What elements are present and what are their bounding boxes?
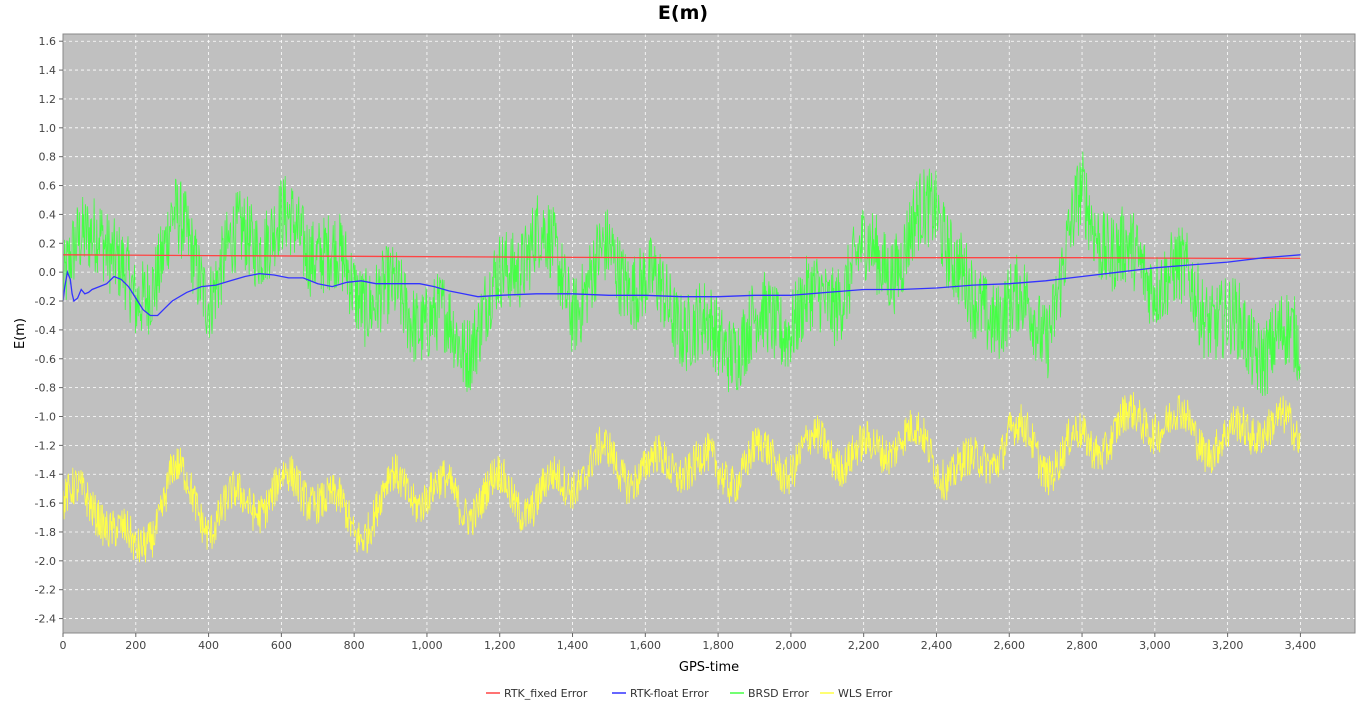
legend-item: RTK-float Error <box>630 687 709 700</box>
y-tick-label: -1.4 <box>35 468 56 481</box>
y-tick-label: 0.6 <box>39 180 57 193</box>
legend-item: BRSD Error <box>748 687 809 700</box>
legend-item: RTK_fixed Error <box>504 687 588 700</box>
x-tick-label: 3,000 <box>1139 639 1171 652</box>
y-tick-label: -0.4 <box>35 324 56 337</box>
x-tick-label: 2,800 <box>1066 639 1098 652</box>
grid <box>62 34 1355 633</box>
series-line <box>62 391 1301 563</box>
y-tick-label: 1.4 <box>39 64 57 77</box>
y-tick-label: 1.6 <box>39 35 57 48</box>
y-tick-label: 1.2 <box>39 93 57 106</box>
x-axis-ticks: 0 200 400 600 800 1,000 1,200 1,400 1,600 1,800 2,… <box>60 633 1317 652</box>
plot-border <box>62 33 1356 634</box>
x-tick-label: 1,400 <box>557 639 589 652</box>
series-line <box>62 151 1301 396</box>
x-tick-label: 200 <box>125 639 146 652</box>
y-tick-label: -1.6 <box>35 497 56 510</box>
y-tick-label: 1.0 <box>39 122 57 135</box>
y-tick-label: -0.6 <box>35 353 56 366</box>
chart-title: E(m) <box>657 2 709 24</box>
y-tick-label: 0.4 <box>39 208 57 221</box>
series-lines <box>62 151 1301 563</box>
legend: RTK_fixed Error RTK-float Error BRSD Error… <box>486 687 893 700</box>
x-tick-label: 600 <box>271 639 292 652</box>
x-tick-label: 800 <box>344 639 365 652</box>
y-tick-label: 0.8 <box>39 151 57 164</box>
x-tick-label: 1,000 <box>411 639 443 652</box>
x-axis-label: GPS-time <box>679 660 739 675</box>
x-tick-label: 1,800 <box>702 639 734 652</box>
y-tick-label: 0.2 <box>39 237 57 250</box>
x-tick-label: 2,000 <box>775 639 807 652</box>
x-tick-label: 2,600 <box>994 639 1026 652</box>
y-tick-label: -2.0 <box>35 555 56 568</box>
y-tick-label: 0.0 <box>39 266 57 279</box>
legend-item: WLS Error <box>838 687 893 700</box>
x-tick-label: 2,200 <box>848 639 880 652</box>
y-tick-label: -2.4 <box>35 613 56 626</box>
series-line <box>62 254 1301 260</box>
x-tick-label: 1,600 <box>630 639 662 652</box>
x-tick-label: 3,400 <box>1285 639 1317 652</box>
y-axis-ticks: 1.6 1.4 1.2 1.0 0.8 0.6 0.4 0.2 0.0 -0.2 -0.4 -0.6 -… <box>35 35 63 626</box>
y-axis-label: E(m) <box>13 318 28 349</box>
y-tick-label: -1.8 <box>35 526 56 539</box>
x-tick-label: 2,400 <box>921 639 953 652</box>
plot-area <box>63 34 1355 633</box>
x-tick-label: 0 <box>60 639 67 652</box>
y-tick-label: -0.8 <box>35 382 56 395</box>
x-tick-label: 400 <box>198 639 219 652</box>
y-tick-label: -1.2 <box>35 439 56 452</box>
series-line <box>62 254 1301 317</box>
y-tick-label: -1.0 <box>35 410 56 423</box>
y-tick-label: -0.2 <box>35 295 56 308</box>
x-tick-label: 3,200 <box>1212 639 1244 652</box>
y-tick-label: -2.2 <box>35 584 56 597</box>
x-tick-label: 1,200 <box>484 639 516 652</box>
